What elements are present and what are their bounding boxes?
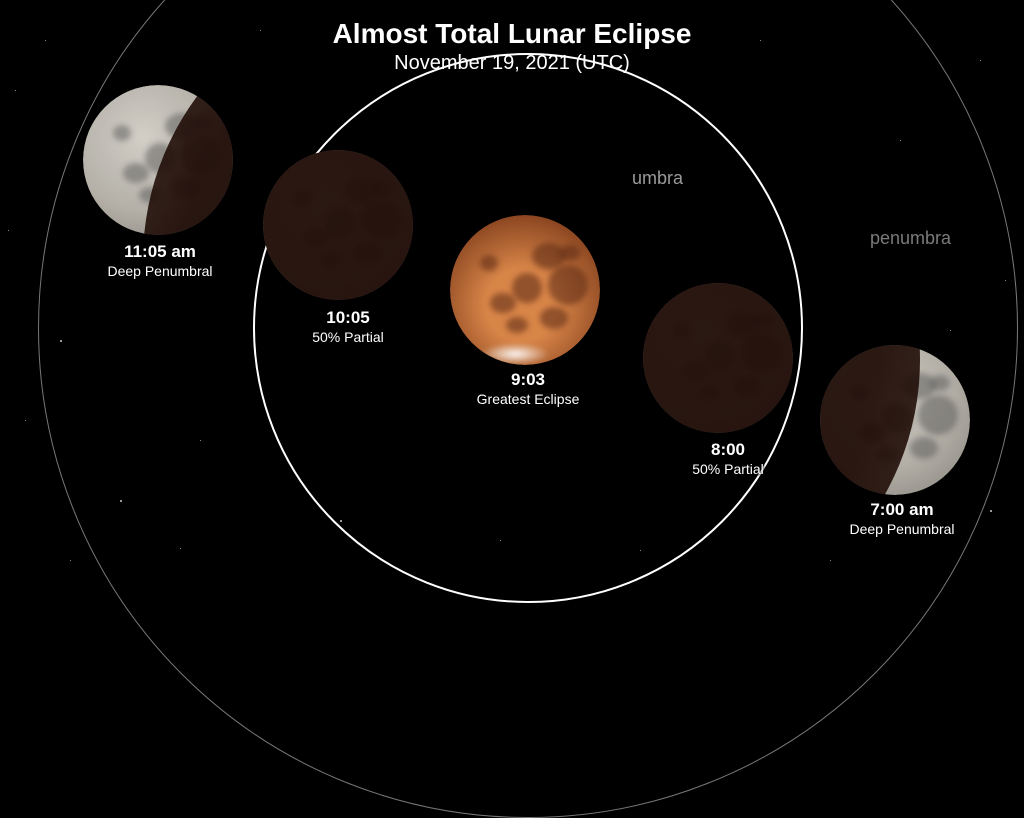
phase-label-p3: 9:03Greatest Eclipse [468, 370, 588, 407]
phase-label-p5: 11:05 amDeep Penumbral [100, 242, 220, 279]
penumbra-label: penumbra [870, 228, 951, 249]
moon-phase-p1 [820, 345, 970, 495]
phase-label-p4: 10:0550% Partial [288, 308, 408, 345]
phase-desc: 50% Partial [668, 461, 788, 477]
star [15, 90, 16, 91]
title-main: Almost Total Lunar Eclipse [0, 18, 1024, 50]
phase-desc: Deep Penumbral [100, 263, 220, 279]
moon-phase-p2 [643, 283, 793, 433]
phase-time: 7:00 am [842, 500, 962, 520]
phase-desc: Deep Penumbral [842, 521, 962, 537]
moon-rim-highlight [480, 343, 550, 365]
umbra-shadow-overlay [263, 150, 413, 300]
phase-time: 10:05 [288, 308, 408, 328]
phase-time: 8:00 [668, 440, 788, 460]
phase-label-p1: 7:00 amDeep Penumbral [842, 500, 962, 537]
umbra-shadow-overlay [643, 283, 793, 433]
umbra-label: umbra [632, 168, 683, 189]
phase-desc: Greatest Eclipse [468, 391, 588, 407]
phase-time: 11:05 am [100, 242, 220, 262]
star [8, 230, 9, 231]
star [990, 510, 992, 512]
title-block: Almost Total Lunar Eclipse November 19, … [0, 18, 1024, 75]
star [25, 420, 26, 421]
star [70, 560, 71, 561]
phase-desc: 50% Partial [288, 329, 408, 345]
moon-phase-p3 [450, 215, 600, 365]
title-sub: November 19, 2021 (UTC) [0, 52, 1024, 75]
phase-label-p2: 8:0050% Partial [668, 440, 788, 477]
phase-time: 9:03 [468, 370, 588, 390]
moon-phase-p5 [83, 85, 233, 235]
moon-phase-p4 [263, 150, 413, 300]
